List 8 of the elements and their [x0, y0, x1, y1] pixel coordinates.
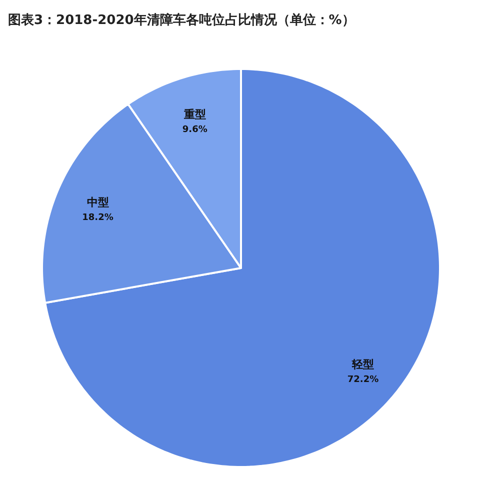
- slice-label: 中型: [86, 196, 109, 210]
- pie-slice: [44, 68, 441, 468]
- slice-label: 重型: [182, 108, 206, 121]
- data-label: 18.2%: [82, 213, 114, 224]
- slice-label: 轻型: [351, 358, 374, 372]
- chart-title: 图表3：2018-2020年清障车各吨位占比情况（单位：%）: [8, 12, 355, 28]
- data-label: 72.2%: [347, 375, 379, 386]
- data-label: 9.6%: [182, 124, 208, 135]
